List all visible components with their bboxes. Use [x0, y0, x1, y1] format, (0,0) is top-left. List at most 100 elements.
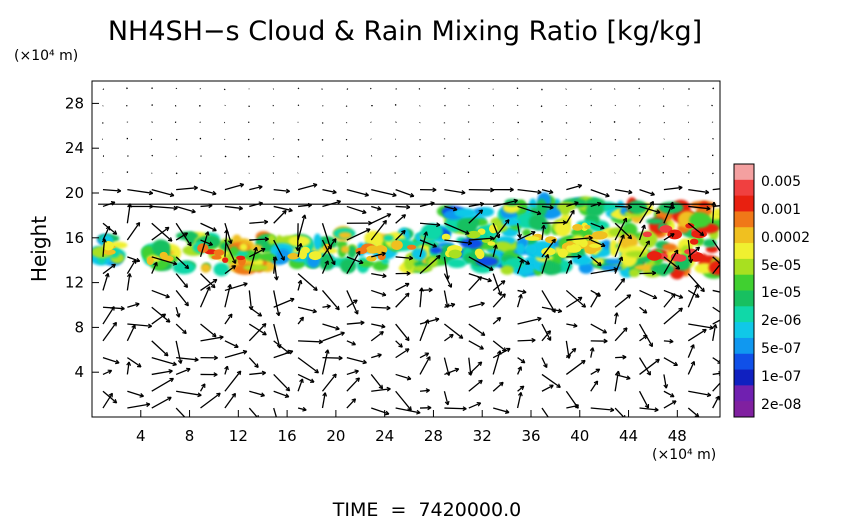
wind-vector [102, 306, 125, 310]
wind-vector [614, 407, 625, 417]
wind-vector-head [335, 305, 340, 311]
wind-vector [444, 303, 456, 308]
wind-vector [639, 407, 659, 411]
wind-vector-head [678, 307, 683, 313]
wind-vector [712, 137, 714, 140]
wind-vector-head [107, 369, 113, 375]
cloud-cell [571, 255, 593, 266]
wind-vector-head [641, 224, 646, 230]
wind-vector [249, 390, 265, 397]
cloud-cell [544, 259, 554, 273]
wind-vector-head [468, 371, 473, 376]
wind-vector [297, 373, 315, 383]
wind-vector-head [628, 189, 633, 195]
wind-vector [249, 221, 268, 224]
wind-vector-head [548, 189, 554, 195]
wind-vector-head [285, 349, 291, 355]
colorbar-label: 1e-07 [761, 369, 801, 385]
wind-vector [639, 189, 655, 196]
wind-vector [614, 370, 620, 392]
wind-vector-head [377, 353, 382, 358]
wind-vector-head [610, 407, 615, 413]
wind-vector-head [620, 234, 625, 239]
wind-vector-head [213, 355, 218, 361]
x-tick-label: 12 [229, 427, 248, 445]
wind-vector [127, 403, 150, 409]
x-tick-label: 28 [424, 427, 443, 445]
wind-vector [102, 263, 116, 275]
wind-vector [590, 189, 610, 197]
wind-vector-head [104, 272, 110, 278]
wind-vector [565, 340, 570, 359]
cloud-core [684, 248, 698, 255]
cloud-cell [232, 234, 242, 244]
colorbar-swatch [734, 385, 754, 402]
wind-vector [297, 138, 300, 141]
wind-vector-head [386, 305, 391, 311]
wind-vector-head [501, 347, 507, 352]
wind-vector [565, 260, 572, 274]
wind-vector [615, 356, 627, 359]
wind-vector-head [182, 329, 187, 335]
wind-vector-head [454, 367, 460, 373]
wind-vector-head [193, 185, 198, 191]
cloud-cell [524, 244, 537, 255]
wind-vector [297, 104, 300, 107]
x-tick-label: 4 [136, 427, 146, 445]
wind-vector-head [351, 398, 357, 403]
wind-vector-head [258, 184, 263, 190]
wind-vector-head [386, 386, 391, 392]
wind-vector [298, 204, 312, 208]
wind-vector [662, 155, 665, 158]
wind-vector-head [596, 292, 601, 297]
wind-vector [639, 272, 656, 275]
wind-vector-head [577, 296, 583, 302]
wind-vector [516, 392, 522, 409]
wind-vector [468, 256, 494, 271]
wind-vector [151, 340, 169, 357]
wind-vector-head [172, 260, 178, 266]
wind-vector-head [297, 242, 303, 248]
wind-vector-head [261, 247, 266, 253]
wind-vector-head [436, 254, 441, 260]
wind-vector [712, 372, 720, 376]
wind-vector [688, 205, 711, 210]
cloud-cell [243, 264, 268, 271]
wind-vector-head [690, 344, 695, 349]
wind-vector-head [690, 360, 696, 366]
wind-vector [102, 222, 118, 235]
cloud-cell [456, 217, 478, 234]
wind-vector [273, 340, 290, 354]
wind-vector [151, 262, 158, 274]
wind-vector-head [322, 392, 328, 397]
wind-vector-head [627, 234, 633, 240]
wind-vector [297, 273, 318, 291]
cloud-core [670, 252, 682, 262]
cloud-cell [493, 241, 512, 251]
wind-vector [638, 357, 651, 376]
cloud-cell [340, 258, 356, 274]
wind-vector-head [355, 250, 361, 256]
wind-vector [516, 366, 522, 375]
wind-vector [273, 350, 294, 359]
wind-vector [468, 273, 492, 282]
wind-vector-head [276, 343, 282, 349]
wind-vector [419, 254, 441, 275]
wind-vector [176, 390, 202, 396]
wind-vector [395, 121, 397, 123]
wind-vector [687, 344, 695, 358]
cloud-cell [151, 239, 170, 256]
wind-vector-head [284, 393, 290, 398]
wind-vector [395, 256, 413, 260]
wind-vector [224, 265, 236, 275]
wind-vector [200, 278, 218, 291]
wind-vector [322, 305, 331, 308]
wind-vector [712, 263, 720, 275]
wind-vector-head [253, 246, 258, 252]
wind-vector [638, 240, 650, 258]
wind-vector [492, 293, 506, 308]
wind-vector-head [382, 273, 387, 279]
wind-vector [371, 205, 382, 210]
wind-vector [492, 244, 497, 257]
